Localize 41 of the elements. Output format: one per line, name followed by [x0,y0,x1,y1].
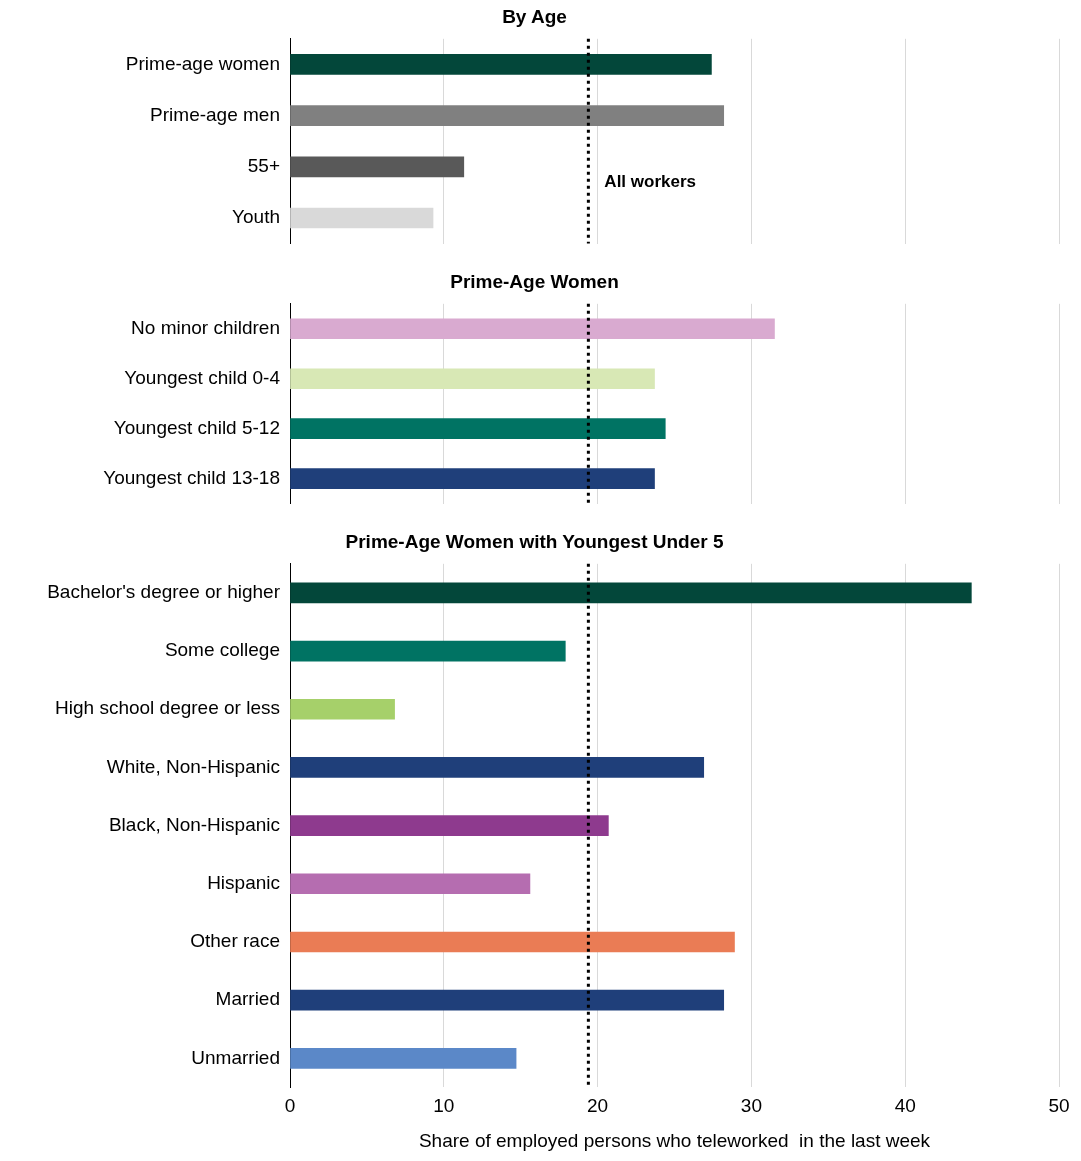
bar [290,640,566,662]
bar [290,873,531,895]
chart-title: Prime-Age Women with Youngest Under 5 [345,530,724,552]
bar [290,207,434,229]
y-tick-label: Youngest child 13-18 [103,466,280,488]
y-tick-label: High school degree or less [55,697,280,719]
y-tick-label: Unmarried [191,1046,280,1068]
bar [290,1047,517,1069]
y-tick-label: White, Non-Hispanic [106,755,280,777]
y-tick-label: Some college [164,639,280,661]
x-tick-label: 50 [1048,1095,1070,1117]
bar [290,156,465,178]
y-tick-label: Black, Non-Hispanic [108,813,280,835]
bar [290,54,712,75]
y-tick-label: No minor children [131,317,280,339]
y-tick-label: Married [215,988,280,1010]
bar [290,931,735,953]
y-tick-label: Youth [232,206,280,228]
x-tick-label: 0 [284,1095,296,1117]
bar [290,105,725,126]
bar [290,815,609,836]
y-tick-label: Other race [190,930,280,952]
bar [290,582,972,604]
x-tick-label: 40 [894,1095,916,1117]
x-tick-label: 30 [740,1095,762,1117]
chart-title: By Age [502,5,567,27]
y-tick-label: Bachelor's degree or higher [47,581,281,603]
ref-line-label: All workers [604,171,697,191]
y-tick-label: Youngest child 0-4 [124,366,281,388]
x-axis-title: Share of employed persons who teleworked in the last week [418,1129,931,1151]
bar [290,989,725,1011]
bar [290,757,705,778]
bar [290,698,395,720]
chart-title: Prime-Age Women [450,270,619,292]
y-tick-label: Youngest child 5-12 [113,416,280,438]
x-tick-label: 10 [433,1095,455,1117]
x-tick-label: 20 [587,1095,609,1117]
y-tick-label: Prime-age men [150,103,280,125]
y-tick-label: Hispanic [207,872,280,894]
y-tick-label: 55+ [247,155,280,177]
y-tick-label: Prime-age women [125,52,280,74]
